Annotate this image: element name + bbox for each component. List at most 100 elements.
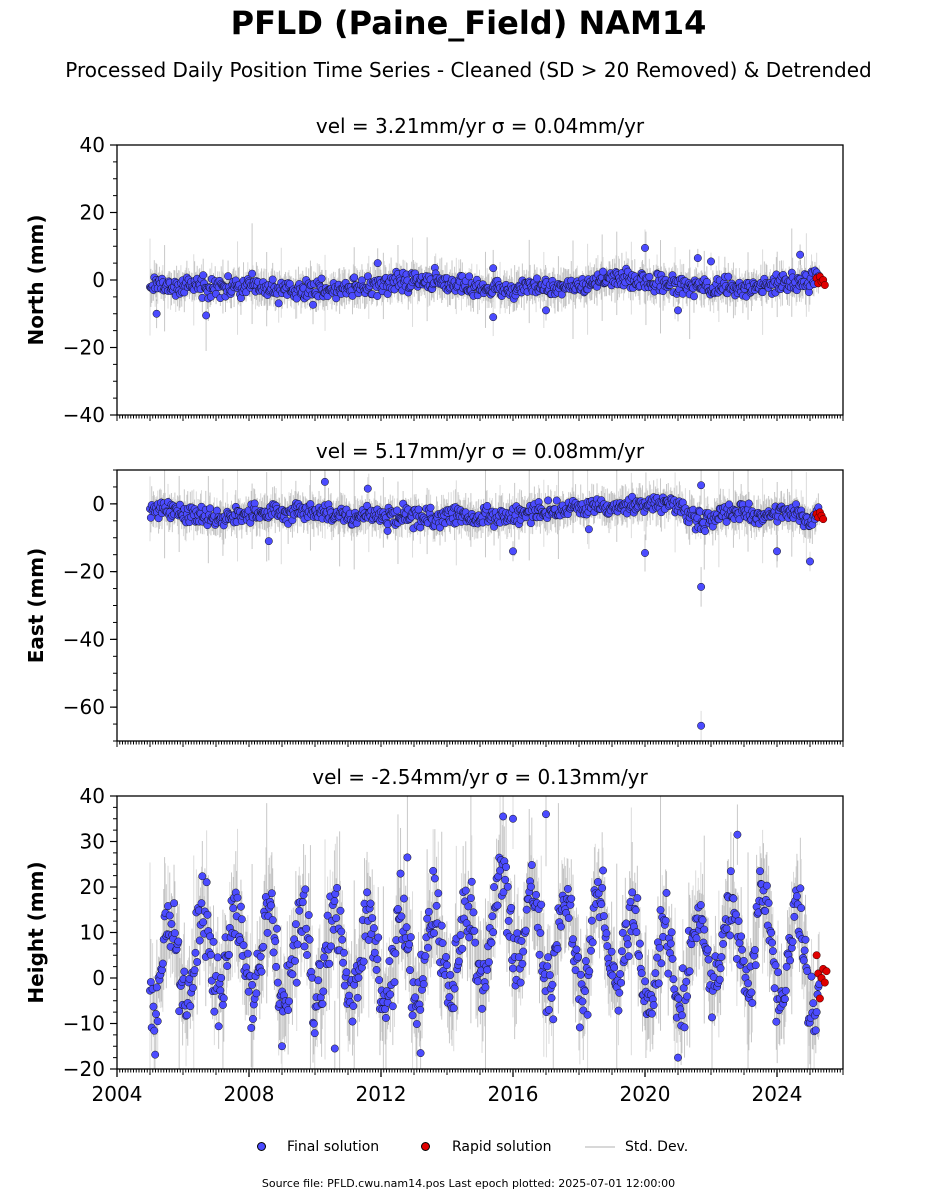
y-tick-label: 20 <box>80 201 105 225</box>
final-solution-point <box>501 875 510 884</box>
final-solution-point <box>320 953 329 962</box>
final-solution-point <box>806 557 814 566</box>
final-solution-point <box>421 952 430 961</box>
y-tick-label: −20 <box>63 560 105 584</box>
error-bars <box>149 796 820 1069</box>
final-solution-point <box>382 1013 390 1022</box>
final-solution-point <box>218 1001 227 1009</box>
final-solution-point <box>544 496 553 505</box>
final-solution-point <box>342 968 351 977</box>
final-solution-point <box>509 547 517 556</box>
y-tick-label: 40 <box>80 133 105 157</box>
final-solution-point <box>758 288 767 297</box>
final-solution-point <box>202 878 211 887</box>
final-solution-point <box>271 937 280 946</box>
final-solution-point <box>338 935 347 944</box>
final-solution-point <box>336 906 345 915</box>
final-solution-point <box>373 955 382 964</box>
final-solution-point <box>533 274 541 283</box>
final-solution-point <box>489 928 498 937</box>
final-solution-point <box>386 990 395 999</box>
final-solution-point <box>273 924 281 933</box>
final-solution-point <box>252 989 261 998</box>
final-solution-point <box>174 937 183 946</box>
final-solution-point <box>170 899 178 908</box>
panel-1: vel = 3.21mm/yr σ = 0.04mm/yr North (mm) 4… <box>24 114 844 427</box>
final-solution-point <box>323 911 332 920</box>
final-solution-point <box>478 1004 486 1013</box>
final-solution-point <box>489 264 498 273</box>
final-solution-point <box>149 1002 158 1011</box>
final-solution-point <box>584 525 593 534</box>
final-solution-point <box>158 959 167 968</box>
final-solution-point <box>210 1007 219 1016</box>
final-solution-points <box>146 243 824 322</box>
final-solution-point <box>370 948 379 957</box>
final-solution-point <box>487 938 496 947</box>
y-tick-label: −60 <box>63 695 105 719</box>
final-solution-point <box>359 957 368 966</box>
final-solution-point <box>219 994 228 1003</box>
final-solution-point <box>298 898 307 907</box>
final-solution-point <box>152 1010 160 1018</box>
time-series-chart: vel = 3.21mm/yr σ = 0.04mm/yr North (mm) 4… <box>24 114 844 1106</box>
velocity-label: vel = 3.21mm/yr <box>316 114 492 138</box>
final-solution-point <box>374 933 383 942</box>
final-solution-point <box>481 983 490 992</box>
final-solution-point <box>233 893 242 902</box>
final-solution-point <box>206 950 215 959</box>
final-solution-point <box>419 980 428 989</box>
final-solution-point <box>464 902 473 911</box>
final-solution-point <box>213 953 222 962</box>
final-solution-point <box>454 957 463 966</box>
final-solution-point <box>301 885 310 894</box>
final-solution-point <box>320 477 329 486</box>
final-solution-point <box>414 505 423 514</box>
plot-area <box>146 470 828 741</box>
final-solution-point <box>339 948 348 957</box>
final-solution-point <box>690 292 698 301</box>
final-solution-point <box>406 966 414 975</box>
final-solution-point <box>473 977 482 986</box>
final-solution-point <box>388 1002 397 1011</box>
final-solution-point <box>446 971 455 979</box>
final-solution-point <box>368 914 377 923</box>
final-solution-point <box>197 899 206 908</box>
final-solution-point <box>438 939 447 948</box>
y-tick-label: −40 <box>63 403 105 427</box>
final-solution-point <box>267 889 276 898</box>
final-solution-point <box>264 537 273 546</box>
final-solution-point <box>317 274 326 283</box>
plot-area <box>146 223 829 351</box>
final-solution-point <box>363 484 372 493</box>
final-solution-point <box>302 924 311 933</box>
final-solution-point <box>499 888 508 897</box>
final-solution-point <box>390 978 399 987</box>
final-solution-point <box>466 894 475 903</box>
final-solution-point <box>416 1005 425 1014</box>
final-solution-point <box>151 1050 160 1059</box>
final-solution-point <box>248 269 257 278</box>
final-solution-point <box>484 958 493 967</box>
velocity-label: vel = -2.54mm/yr <box>312 765 495 789</box>
final-solution-point <box>423 914 432 923</box>
final-solution-point <box>693 254 702 263</box>
final-solution-point <box>188 983 197 992</box>
final-solution-point <box>408 1011 417 1020</box>
final-solution-point <box>412 1020 421 1028</box>
final-solution-point <box>394 905 402 913</box>
final-solution-point <box>244 987 253 996</box>
final-solution-point <box>645 272 654 281</box>
final-solution-point <box>442 961 451 970</box>
panel-2: vel = 5.17mm/yr σ = 0.08mm/yr East (mm) 0 −… <box>24 439 844 747</box>
final-solution-point <box>309 1019 318 1028</box>
final-solution-point <box>268 916 277 925</box>
final-solution-point <box>471 938 480 947</box>
final-solution-point <box>348 1017 357 1026</box>
final-solution-point <box>153 1017 162 1026</box>
final-solution-point <box>257 967 266 976</box>
rapid-solution-point <box>820 281 829 290</box>
final-solution-point <box>314 976 323 985</box>
final-solution-point <box>203 910 212 919</box>
final-solution-point <box>697 582 706 591</box>
